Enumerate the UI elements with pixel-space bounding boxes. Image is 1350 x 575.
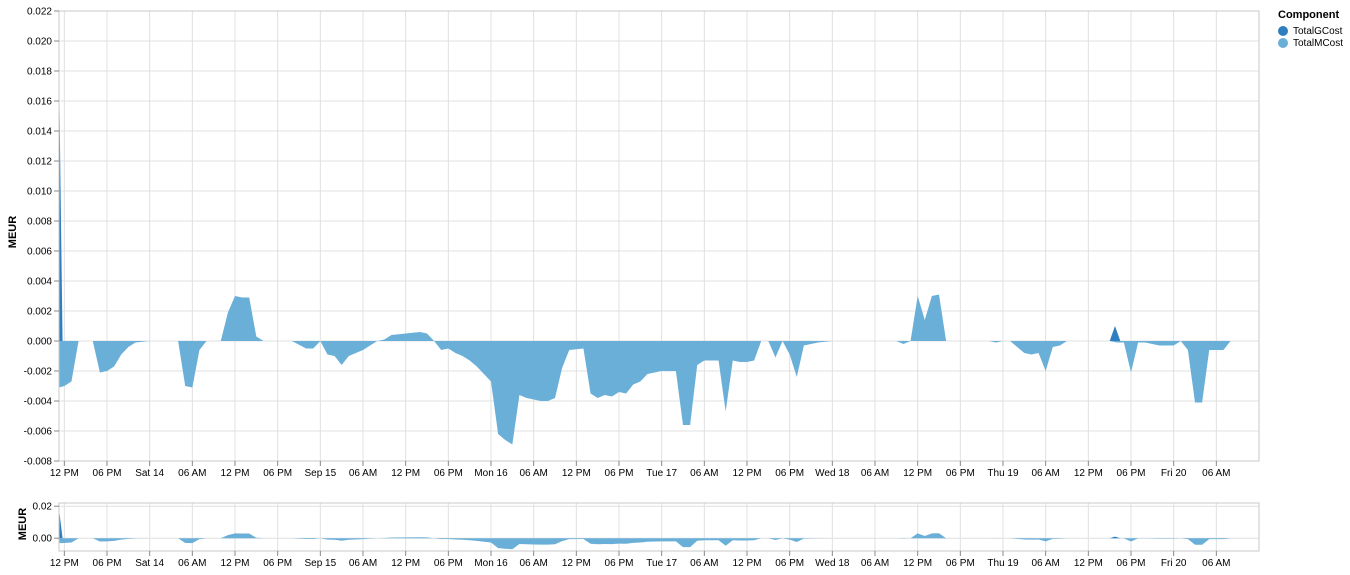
y-tick-label: 0.012 (27, 157, 52, 168)
x-tick-label: 06 PM (605, 558, 634, 569)
y-tick-label: 0.006 (27, 247, 52, 258)
legend-item-label: TotalGCost (1293, 25, 1343, 37)
x-tick-label: 06 AM (1031, 468, 1059, 479)
x-tick-label: 06 AM (861, 468, 889, 479)
main-plot-area (59, 68, 1259, 445)
main-y-axis: 0.022 0.020 0.018 0.016 0.014 0.012 0.010 0.008… (24, 7, 59, 468)
overview-y-axis-title: MEUR (17, 508, 29, 540)
x-tick-label: 06 PM (946, 558, 975, 569)
overview-plot-area[interactable] (59, 509, 1259, 550)
x-tick-label: 12 PM (903, 558, 932, 569)
x-tick-label: Wed 18 (815, 558, 850, 569)
x-tick-label: 06 PM (434, 468, 463, 479)
x-tick-label: Mon 16 (474, 558, 508, 569)
x-tick-label: Thu 19 (987, 558, 1019, 569)
legend-item-totalmcost[interactable]: TotalMCost (1278, 37, 1343, 49)
legend-title: Component (1278, 9, 1340, 21)
x-tick-label: Fri 20 (1161, 468, 1187, 479)
main-plot-frame (58, 10, 1260, 462)
area-series-totalmcost (59, 294, 1259, 445)
x-tick-label: Fri 20 (1161, 558, 1187, 569)
x-tick-label: Tue 17 (646, 558, 677, 569)
x-tick-label: Tue 17 (646, 468, 677, 479)
y-tick-label: -0.002 (24, 367, 53, 378)
x-tick-label: 06 PM (93, 468, 122, 479)
main-gridlines (59, 10, 1259, 462)
x-tick-label: 06 AM (178, 558, 206, 569)
x-tick-label: 06 PM (946, 468, 975, 479)
x-tick-label: Thu 19 (987, 468, 1019, 479)
x-tick-label: 06 PM (263, 558, 292, 569)
legend-item-label: TotalMCost (1293, 37, 1344, 49)
x-tick-label: 12 PM (903, 468, 932, 479)
x-tick-label: 12 PM (50, 558, 79, 569)
y-tick-label: 0.014 (27, 127, 52, 138)
x-tick-label: 06 AM (1031, 558, 1059, 569)
x-tick-label: 12 PM (221, 468, 250, 479)
y-tick-label: -0.008 (24, 457, 53, 468)
y-tick-label: 0.010 (27, 187, 52, 198)
x-tick-label: 12 PM (221, 558, 250, 569)
x-tick-label: 06 PM (434, 558, 463, 569)
x-tick-label: 12 PM (1074, 468, 1103, 479)
y-tick-label: -0.004 (24, 397, 53, 408)
x-tick-label: 06 PM (93, 558, 122, 569)
x-tick-label: 12 PM (50, 468, 79, 479)
y-tick-label: 0.002 (27, 307, 52, 318)
main-y-axis-title: MEUR (7, 216, 19, 248)
x-tick-label: 06 PM (1117, 468, 1146, 479)
x-tick-label: Sat 14 (135, 558, 164, 569)
x-tick-label: 06 AM (349, 468, 377, 479)
y-tick-label: 0.018 (27, 67, 52, 78)
y-tick-label: 0.016 (27, 97, 52, 108)
x-tick-label: Sep 15 (304, 468, 336, 479)
x-tick-label: 06 AM (519, 558, 547, 569)
x-tick-label: Sat 14 (135, 468, 164, 479)
overview-plot-frame[interactable] (58, 502, 1260, 552)
y-tick-label: 0.008 (27, 217, 52, 228)
x-tick-label: 06 AM (1202, 468, 1230, 479)
x-tick-label: Sep 15 (304, 558, 336, 569)
x-tick-label: 12 PM (733, 558, 762, 569)
y-tick-label: 0.02 (33, 502, 53, 513)
x-tick-label: 12 PM (391, 468, 420, 479)
y-tick-label: 0.022 (27, 7, 52, 18)
x-tick-label: 12 PM (391, 558, 420, 569)
x-tick-label: 06 AM (1202, 558, 1230, 569)
x-tick-label: 12 PM (562, 558, 591, 569)
x-tick-label: 06 AM (349, 558, 377, 569)
x-tick-label: 06 PM (263, 468, 292, 479)
x-tick-label: Mon 16 (474, 468, 508, 479)
x-tick-label: 06 PM (775, 468, 804, 479)
x-tick-label: 06 PM (775, 558, 804, 569)
y-tick-label: 0.004 (27, 277, 52, 288)
y-tick-label: 0.00 (33, 534, 53, 545)
x-tick-label: 06 PM (605, 468, 634, 479)
x-tick-label: 06 AM (178, 468, 206, 479)
overview-gridlines (59, 503, 1259, 551)
x-tick-label: 06 AM (690, 558, 718, 569)
legend: Component TotalGCost TotalMCost (1278, 9, 1343, 49)
main-x-axis: 12 PM 06 PM Sat 14 06 AM 12 PM 06 PM Sep 15 06 … (50, 461, 1231, 479)
legend-swatch-circle-icon (1278, 26, 1288, 36)
x-tick-label: 06 AM (861, 558, 889, 569)
overview-y-axis: 0.02 0.00 (33, 502, 59, 545)
x-tick-label: 12 PM (733, 468, 762, 479)
x-tick-label: 12 PM (562, 468, 591, 479)
x-tick-label: 12 PM (1074, 558, 1103, 569)
overview-x-axis: 12 PM 06 PM Sat 14 06 AM 12 PM 06 PM Sep 15 06 … (50, 551, 1231, 569)
y-tick-label: -0.006 (24, 427, 53, 438)
legend-swatch-circle-icon (1278, 38, 1288, 48)
x-tick-label: Wed 18 (815, 468, 850, 479)
x-tick-label: 06 AM (519, 468, 547, 479)
area-series-totalmcost (59, 533, 1259, 550)
y-tick-label: 0.020 (27, 37, 52, 48)
legend-item-totalgcost[interactable]: TotalGCost (1278, 25, 1343, 37)
y-tick-label: 0.000 (27, 337, 52, 348)
x-tick-label: 06 PM (1117, 558, 1146, 569)
x-tick-label: 06 AM (690, 468, 718, 479)
